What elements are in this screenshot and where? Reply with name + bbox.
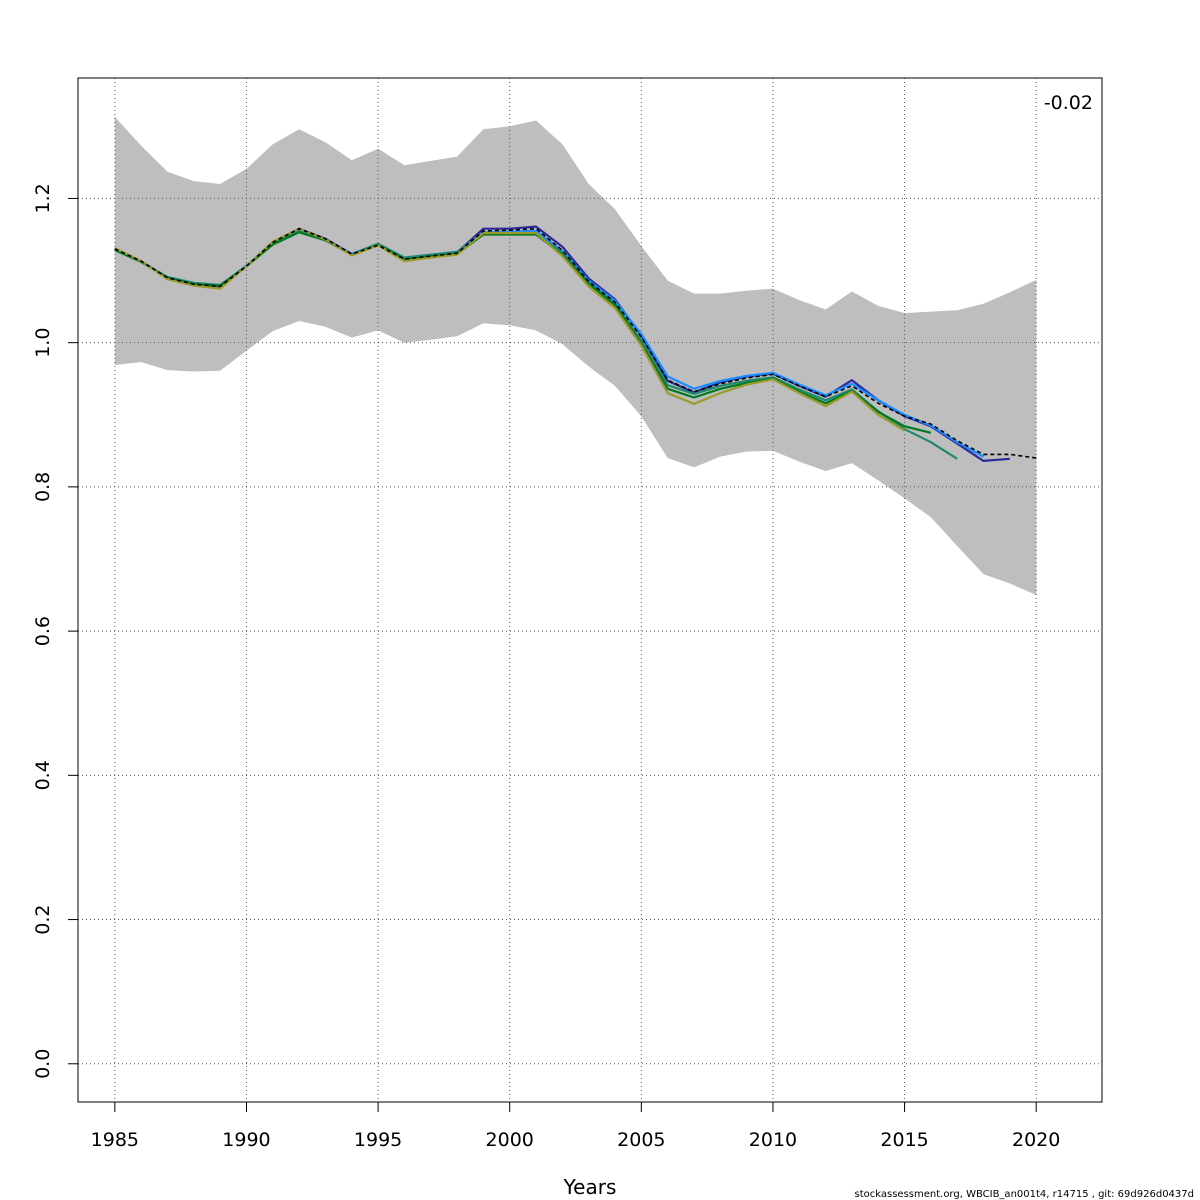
axis-layer: 1985 1990 1995 2000 2005 2010 2015 2020 0.0 0.2 0.… xyxy=(32,183,1060,1151)
series-line-1 xyxy=(114,227,1037,459)
y-tick-label: 1.2 xyxy=(32,183,54,213)
confidence-band-layer xyxy=(114,116,1037,596)
confidence-band xyxy=(114,116,1037,596)
x-tick-label: 1990 xyxy=(222,1129,270,1151)
x-tick-label: 2020 xyxy=(1012,1129,1060,1151)
series-line-6 xyxy=(114,227,906,432)
x-tick-label: 2005 xyxy=(617,1129,665,1151)
y-tick-label: 0.8 xyxy=(32,472,54,502)
series-layer xyxy=(114,225,1037,462)
x-axis-title: Years xyxy=(563,1175,617,1199)
x-tick-label: 2010 xyxy=(749,1129,797,1151)
x-tick-label: 1985 xyxy=(91,1129,139,1151)
annotation-value: -0.02 xyxy=(1044,92,1093,114)
grid-layer xyxy=(78,78,1102,1102)
y-tick-label: 0.0 xyxy=(32,1049,54,1079)
y-tick-label: 0.6 xyxy=(32,616,54,646)
footer-credit: stockassessment.org, WBCIB_an001t4, r147… xyxy=(855,1189,1195,1200)
x-tick-label: 2000 xyxy=(486,1129,534,1151)
y-tick-label: 0.4 xyxy=(32,760,54,790)
x-tick-label: 2015 xyxy=(880,1129,928,1151)
y-tick-label: 1.0 xyxy=(32,328,54,358)
x-tick-label: 1995 xyxy=(354,1129,402,1151)
y-tick-label: 0.2 xyxy=(32,904,54,934)
plot-frame xyxy=(77,77,1103,1103)
